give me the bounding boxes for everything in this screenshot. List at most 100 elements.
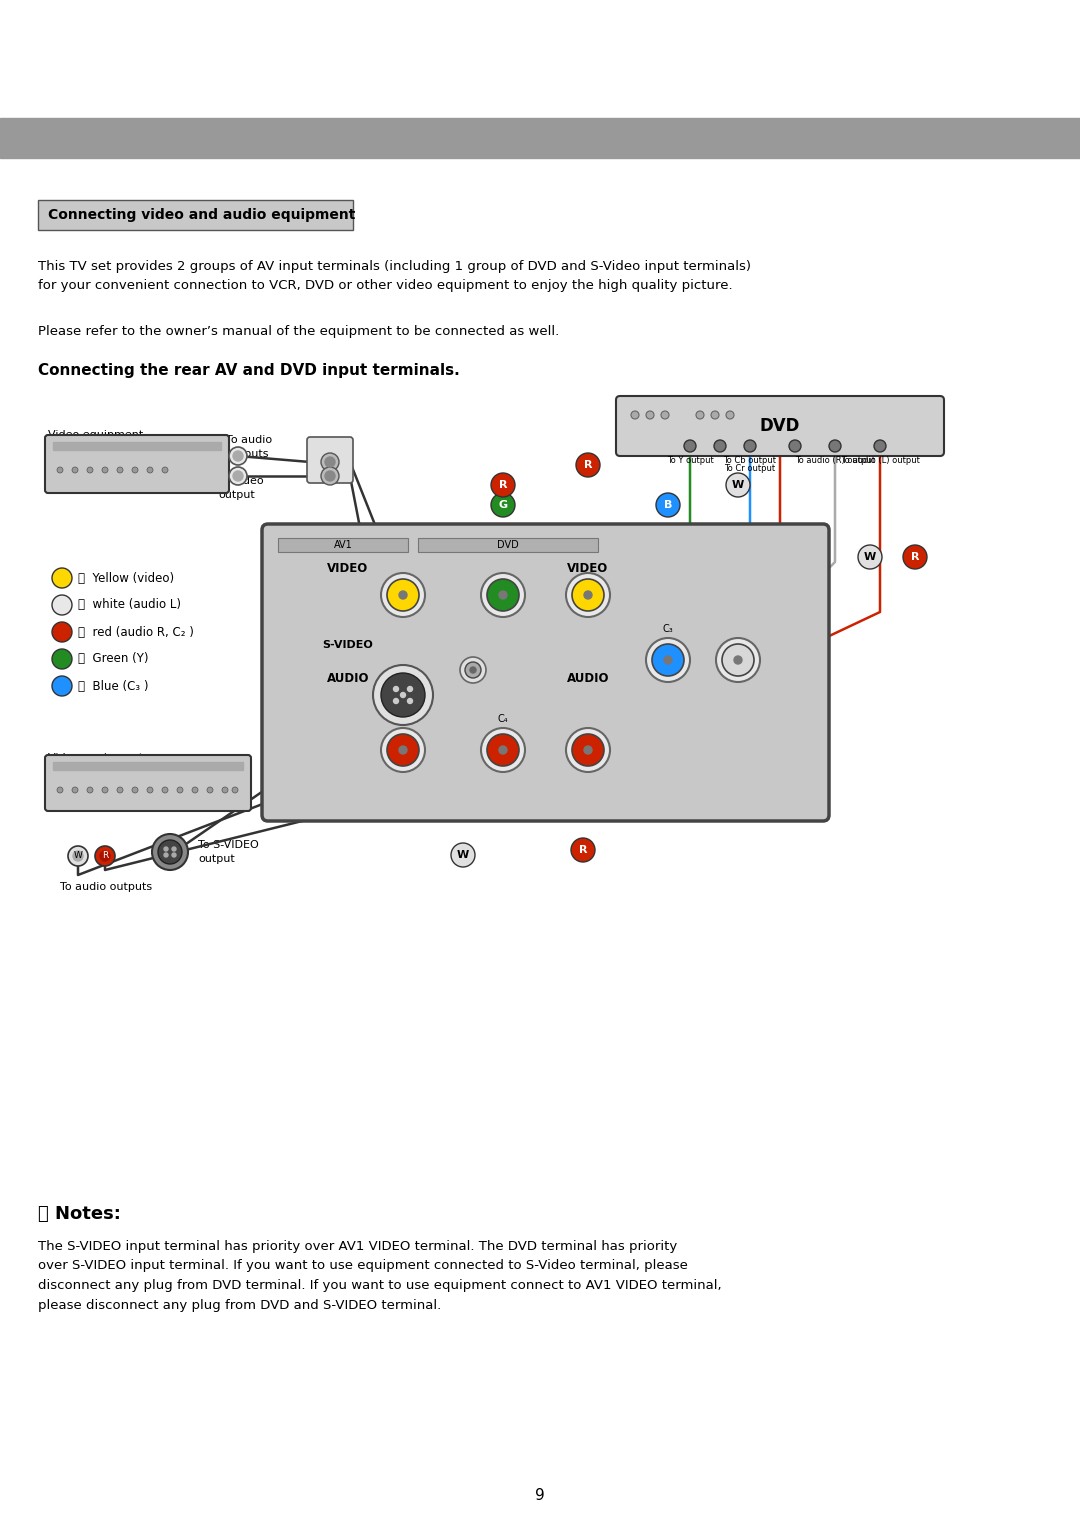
Circle shape (734, 657, 742, 664)
Text: R: R (910, 551, 919, 562)
Text: Video equipment
with S-video
terminal: Video equipment with S-video terminal (48, 753, 144, 791)
Text: R: R (102, 852, 108, 861)
Circle shape (460, 657, 486, 683)
Circle shape (52, 621, 72, 641)
Circle shape (393, 698, 399, 704)
Circle shape (401, 693, 405, 698)
Text: R: R (579, 844, 588, 855)
Circle shape (321, 467, 339, 486)
Circle shape (696, 411, 704, 418)
Bar (38, 200, 353, 231)
Text: To S-VIDEO
output: To S-VIDEO output (198, 840, 259, 864)
Text: VIDEO: VIDEO (327, 562, 368, 574)
FancyBboxPatch shape (45, 754, 251, 811)
Circle shape (451, 843, 475, 867)
Circle shape (664, 657, 672, 664)
Bar (0, 118, 1080, 157)
Circle shape (566, 573, 610, 617)
Text: DVD: DVD (760, 417, 800, 435)
Bar (53, 762, 243, 770)
Circle shape (829, 440, 841, 452)
Circle shape (152, 834, 188, 870)
Text: DVD: DVD (497, 541, 518, 550)
Bar (278, 538, 408, 551)
Circle shape (147, 786, 153, 793)
Circle shape (858, 545, 882, 570)
Circle shape (399, 747, 407, 754)
Circle shape (325, 457, 335, 467)
Circle shape (646, 638, 690, 683)
Circle shape (381, 728, 426, 773)
Circle shape (491, 493, 515, 518)
Circle shape (57, 786, 63, 793)
Text: S-VIDEO: S-VIDEO (323, 640, 374, 651)
Circle shape (499, 591, 507, 599)
Circle shape (373, 664, 433, 725)
Text: W: W (732, 479, 744, 490)
Text: R: R (584, 460, 592, 470)
Text: Please refer to the owner’s manual of the equipment to be connected as well.: Please refer to the owner’s manual of th… (38, 325, 559, 337)
Circle shape (162, 467, 168, 473)
FancyBboxPatch shape (262, 524, 829, 822)
Circle shape (487, 734, 519, 767)
Circle shape (744, 440, 756, 452)
Circle shape (57, 467, 63, 473)
Circle shape (714, 440, 726, 452)
Circle shape (726, 473, 750, 496)
Circle shape (132, 467, 138, 473)
Circle shape (381, 573, 426, 617)
Text: ⓘ Notes:: ⓘ Notes: (38, 1205, 121, 1223)
Circle shape (407, 687, 413, 692)
Circle shape (87, 786, 93, 793)
Circle shape (465, 663, 481, 678)
Text: Ⓦ  white (audio L): Ⓦ white (audio L) (78, 599, 181, 611)
Circle shape (95, 846, 114, 866)
Circle shape (572, 734, 604, 767)
Circle shape (72, 786, 78, 793)
Circle shape (164, 854, 168, 857)
Circle shape (584, 747, 592, 754)
Circle shape (325, 470, 335, 481)
Text: W: W (73, 852, 82, 861)
Circle shape (481, 728, 525, 773)
Circle shape (572, 579, 604, 611)
Text: Video equipment
without S-video
terminal: Video equipment without S-video terminal (48, 431, 144, 467)
Circle shape (387, 579, 419, 611)
Circle shape (566, 728, 610, 773)
Circle shape (903, 545, 927, 570)
Circle shape (164, 847, 168, 851)
Text: W: W (457, 851, 469, 860)
Circle shape (52, 568, 72, 588)
Circle shape (789, 440, 801, 452)
Text: To audio
outputs: To audio outputs (226, 435, 272, 460)
Circle shape (716, 638, 760, 683)
Circle shape (470, 667, 476, 673)
Text: W: W (864, 551, 876, 562)
Circle shape (232, 786, 238, 793)
Circle shape (723, 644, 754, 676)
Circle shape (52, 649, 72, 669)
Circle shape (584, 591, 592, 599)
Circle shape (499, 747, 507, 754)
Circle shape (117, 786, 123, 793)
Text: Ⓠ  Green (Y): Ⓠ Green (Y) (78, 652, 149, 666)
Circle shape (233, 450, 243, 461)
Circle shape (162, 786, 168, 793)
Circle shape (147, 467, 153, 473)
Circle shape (192, 786, 198, 793)
Circle shape (652, 644, 684, 676)
Circle shape (72, 467, 78, 473)
Text: AV1: AV1 (334, 541, 352, 550)
Circle shape (407, 698, 413, 704)
Text: This TV set provides 2 groups of AV input terminals (including 1 group of DVD an: This TV set provides 2 groups of AV inpu… (38, 260, 751, 292)
Circle shape (172, 854, 176, 857)
FancyBboxPatch shape (616, 395, 944, 457)
Circle shape (172, 847, 176, 851)
Circle shape (233, 470, 243, 481)
Text: Ⓡ  red (audio R, C₂ ): Ⓡ red (audio R, C₂ ) (78, 626, 194, 638)
Circle shape (102, 467, 108, 473)
Circle shape (229, 467, 247, 486)
Circle shape (158, 840, 183, 864)
FancyBboxPatch shape (307, 437, 353, 483)
Circle shape (874, 440, 886, 452)
